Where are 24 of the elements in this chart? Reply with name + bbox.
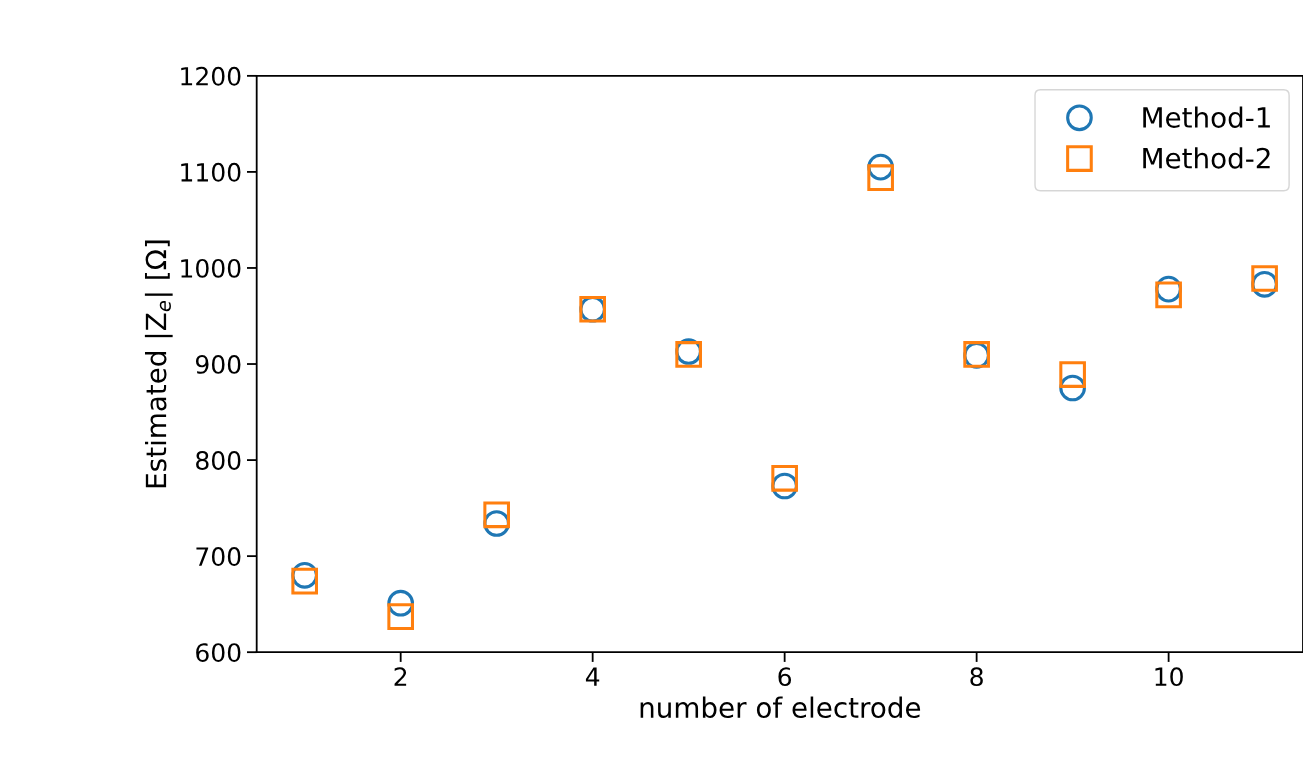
point bbox=[867, 164, 894, 192]
x-tick-label: 10 bbox=[1155, 667, 1183, 687]
y-tick-label: 700 bbox=[196, 547, 241, 566]
point bbox=[483, 501, 511, 529]
x-tick-label: 4 bbox=[585, 667, 600, 686]
legend-label: Method-1 bbox=[1143, 106, 1270, 128]
point bbox=[771, 464, 798, 492]
point bbox=[291, 567, 319, 595]
y-tick-label: 800 bbox=[196, 451, 241, 470]
y-tick-label: 1000 bbox=[181, 258, 241, 278]
x-tick-label: 8 bbox=[970, 667, 983, 687]
point bbox=[1059, 361, 1086, 388]
point bbox=[387, 603, 415, 630]
y-tick-label: 600 bbox=[196, 643, 241, 663]
y-tick-label: 900 bbox=[195, 354, 241, 374]
point bbox=[1251, 265, 1278, 292]
legend-label: Method-2 bbox=[1143, 147, 1270, 169]
x-tick-label: 6 bbox=[778, 667, 792, 687]
x-axis-title: number of electrode bbox=[640, 696, 921, 719]
point bbox=[1155, 281, 1182, 309]
y-axis-title: Estimated |Z$_{e}$| [Ω] bbox=[144, 240, 173, 488]
x-tick-label: 2 bbox=[394, 667, 407, 686]
y-tick-label: 1200 bbox=[181, 66, 241, 86]
y-tick-label: 1100 bbox=[181, 162, 241, 182]
